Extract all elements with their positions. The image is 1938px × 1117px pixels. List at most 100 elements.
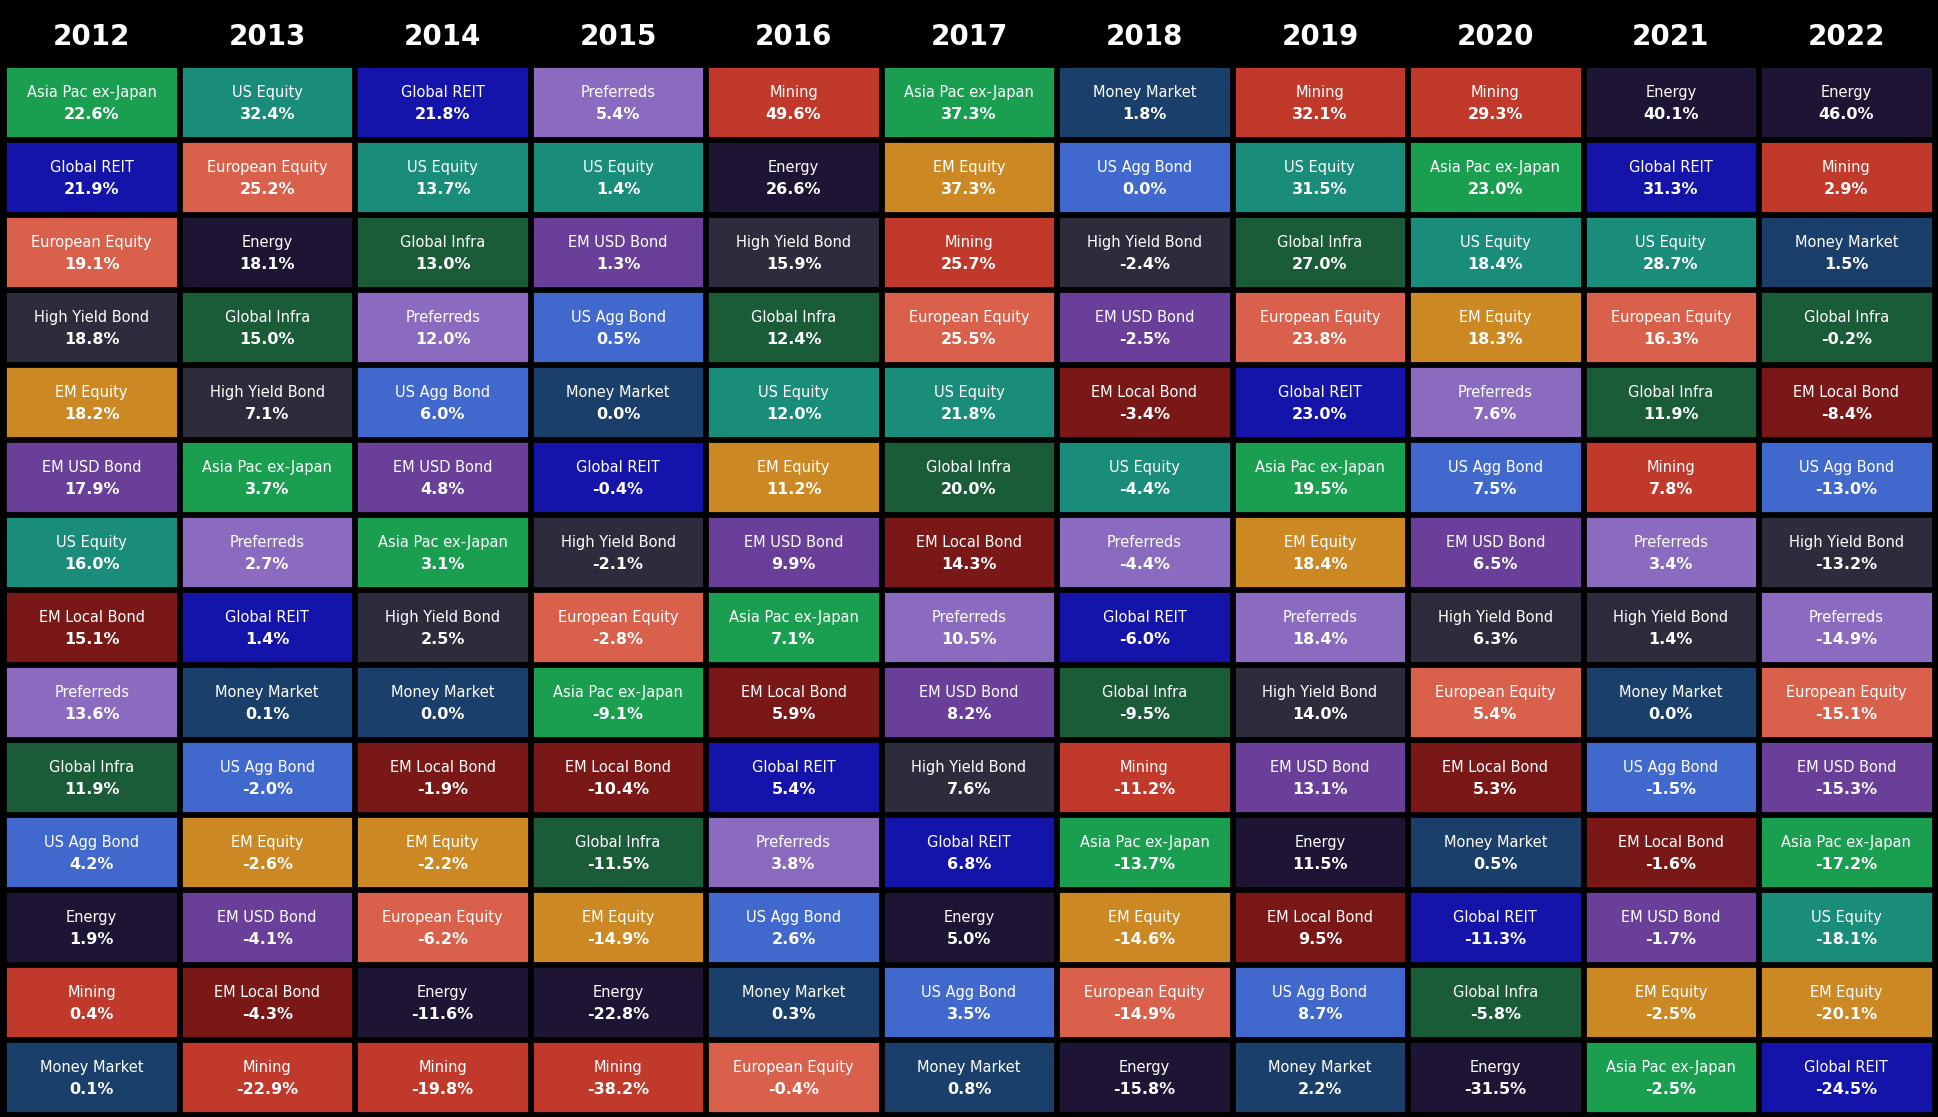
Text: US Equity: US Equity (1810, 910, 1882, 925)
Text: EM Equity: EM Equity (758, 460, 829, 475)
Text: -2.5%: -2.5% (1645, 1081, 1696, 1097)
Text: Energy: Energy (1645, 85, 1696, 101)
Bar (707, 366, 880, 438)
Text: -14.9%: -14.9% (587, 932, 649, 947)
Text: Asia Pac ex-Japan: Asia Pac ex-Japan (552, 685, 682, 700)
Bar (1760, 966, 1932, 1038)
Bar (180, 66, 353, 139)
Bar (1058, 817, 1231, 888)
Text: 20.0%: 20.0% (942, 481, 996, 497)
Text: 13.0%: 13.0% (415, 257, 471, 271)
Bar (357, 741, 529, 813)
Bar (707, 966, 880, 1038)
Bar (180, 966, 353, 1038)
Text: EM USD Bond: EM USD Bond (393, 460, 492, 475)
Text: 2.9%: 2.9% (1824, 182, 1868, 197)
Text: -17.2%: -17.2% (1816, 857, 1878, 871)
Text: 0.0%: 0.0% (1122, 182, 1167, 197)
Text: EM Equity: EM Equity (1283, 535, 1357, 551)
Text: 2019: 2019 (1281, 23, 1359, 51)
Bar (1058, 66, 1231, 139)
Bar (1058, 591, 1231, 663)
Text: Mining: Mining (1120, 761, 1169, 775)
Text: High Yield Bond: High Yield Bond (386, 610, 500, 626)
Text: 14.3%: 14.3% (942, 556, 996, 572)
Text: 10.5%: 10.5% (942, 632, 996, 647)
Text: EM Local Bond: EM Local Bond (390, 761, 496, 775)
Text: Global Infra: Global Infra (225, 311, 310, 325)
Text: 16.0%: 16.0% (64, 556, 120, 572)
Bar (180, 591, 353, 663)
Text: 32.4%: 32.4% (240, 107, 295, 122)
Text: -1.6%: -1.6% (1645, 857, 1696, 871)
Text: -11.6%: -11.6% (411, 1006, 473, 1022)
Text: US Agg Bond: US Agg Bond (1273, 985, 1368, 1000)
Text: 6.0%: 6.0% (421, 407, 465, 422)
Bar (180, 741, 353, 813)
Text: 1.4%: 1.4% (595, 182, 640, 197)
Bar (357, 441, 529, 513)
Text: 16.3%: 16.3% (1643, 332, 1698, 346)
Text: Asia Pac ex-Japan: Asia Pac ex-Japan (202, 460, 331, 475)
Text: 21.8%: 21.8% (942, 407, 996, 422)
Bar (1585, 591, 1758, 663)
Text: -38.2%: -38.2% (587, 1081, 649, 1097)
Text: EM USD Bond: EM USD Bond (43, 460, 141, 475)
Text: 6.5%: 6.5% (1473, 556, 1517, 572)
Text: -1.9%: -1.9% (417, 782, 469, 796)
Text: US Agg Bond: US Agg Bond (570, 311, 665, 325)
Text: Asia Pac ex-Japan: Asia Pac ex-Japan (1430, 160, 1560, 175)
Text: 0.1%: 0.1% (70, 1081, 114, 1097)
Text: Mining: Mining (1471, 85, 1519, 101)
Bar (1760, 741, 1932, 813)
Bar (6, 441, 178, 513)
Bar (180, 891, 353, 963)
Text: 19.1%: 19.1% (64, 257, 120, 271)
Bar (1585, 817, 1758, 888)
Text: 26.6%: 26.6% (766, 182, 822, 197)
Text: Global Infra: Global Infra (1804, 311, 1890, 325)
Text: -18.1%: -18.1% (1816, 932, 1878, 947)
Bar (531, 817, 703, 888)
Bar (357, 817, 529, 888)
Text: US Agg Bond: US Agg Bond (746, 910, 841, 925)
Text: EM Local Bond: EM Local Bond (917, 535, 1021, 551)
Text: 12.0%: 12.0% (766, 407, 822, 422)
Text: Mining: Mining (242, 1060, 291, 1076)
Bar (357, 591, 529, 663)
Text: 2015: 2015 (579, 23, 657, 51)
Text: 46.0%: 46.0% (1818, 107, 1874, 122)
Text: EM Equity: EM Equity (581, 910, 655, 925)
Text: European Equity: European Equity (1260, 311, 1380, 325)
Text: Money Market: Money Market (1093, 85, 1196, 101)
Text: -4.3%: -4.3% (242, 1006, 293, 1022)
Bar (180, 817, 353, 888)
Text: EM Local Bond: EM Local Bond (1793, 385, 1899, 400)
Bar (1058, 666, 1231, 738)
Text: Asia Pac ex-Japan: Asia Pac ex-Japan (27, 85, 157, 101)
Text: -11.2%: -11.2% (1114, 782, 1176, 796)
Text: 18.4%: 18.4% (1293, 632, 1347, 647)
Text: 1.9%: 1.9% (70, 932, 114, 947)
Text: 11.2%: 11.2% (766, 481, 822, 497)
Text: -1.5%: -1.5% (1645, 782, 1696, 796)
Text: 15.9%: 15.9% (766, 257, 822, 271)
Bar (1058, 141, 1231, 213)
Text: Global Infra: Global Infra (1454, 985, 1539, 1000)
Bar (1235, 66, 1407, 139)
Text: Money Market: Money Market (1618, 685, 1723, 700)
Text: EM USD Bond: EM USD Bond (919, 685, 1019, 700)
Bar (1409, 966, 1581, 1038)
Text: 5.4%: 5.4% (1473, 707, 1517, 722)
Text: EM USD Bond: EM USD Bond (568, 236, 669, 250)
Text: 0.4%: 0.4% (70, 1006, 114, 1022)
Text: EM USD Bond: EM USD Bond (1095, 311, 1194, 325)
Bar (1058, 1041, 1231, 1113)
Bar (1409, 66, 1581, 139)
Bar (884, 1041, 1054, 1113)
Text: 2.6%: 2.6% (771, 932, 816, 947)
Bar (531, 292, 703, 363)
Text: 5.4%: 5.4% (771, 782, 816, 796)
Text: EM USD Bond: EM USD Bond (744, 535, 843, 551)
Bar (884, 966, 1054, 1038)
